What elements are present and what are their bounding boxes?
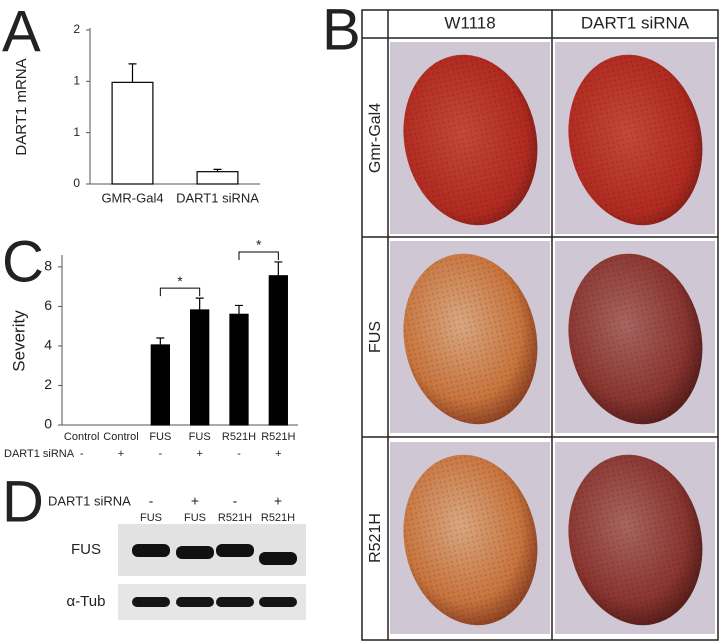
row-value: - bbox=[80, 448, 84, 460]
y-tick-label: 4 bbox=[44, 337, 52, 353]
row-value: + bbox=[196, 448, 202, 460]
significance-bracket bbox=[159, 287, 201, 297]
row-value: - bbox=[237, 448, 241, 460]
x-tick-label: DART1 siRNA bbox=[176, 190, 259, 205]
eye-facets bbox=[403, 54, 538, 226]
error-bar bbox=[128, 63, 137, 83]
blot-row-label: α-Tub bbox=[67, 593, 106, 610]
y-tick-label: 2 bbox=[73, 22, 80, 36]
y-tick-label: 0 bbox=[44, 416, 52, 432]
row-label: DART1 siRNA bbox=[4, 448, 75, 460]
blot-band bbox=[176, 597, 214, 607]
blot-sign: + bbox=[191, 493, 199, 509]
bar bbox=[150, 344, 170, 426]
blot-band bbox=[259, 552, 297, 565]
row-header: Gmr-Gal4 bbox=[367, 103, 384, 173]
column-header: W1118 bbox=[444, 13, 495, 32]
y-tick-label: 2 bbox=[44, 376, 52, 392]
panel-letter: A bbox=[2, 0, 41, 64]
error-bar bbox=[235, 304, 243, 315]
error-bar bbox=[213, 168, 222, 172]
bar bbox=[268, 275, 288, 426]
x-tick-label: FUS bbox=[149, 431, 171, 443]
blot-row-label: FUS bbox=[71, 541, 101, 558]
error-bar bbox=[156, 337, 165, 345]
y-tick-label: 1 bbox=[73, 125, 80, 139]
y-tick-label: 8 bbox=[44, 258, 52, 274]
blot-band bbox=[216, 597, 254, 607]
row-header: R521H bbox=[367, 513, 384, 563]
blot-sign: + bbox=[274, 493, 282, 509]
y-tick-label: 0 bbox=[73, 176, 80, 190]
eye-facets bbox=[403, 454, 538, 626]
bar bbox=[196, 171, 239, 185]
row-value: + bbox=[118, 448, 124, 460]
significance-label: * bbox=[256, 237, 262, 253]
eye-grid bbox=[361, 9, 719, 641]
blot-lane-label: R521H bbox=[218, 512, 252, 524]
panel-letter: D bbox=[2, 469, 44, 534]
bar bbox=[111, 81, 154, 185]
y-axis-label: DART1 mRNA bbox=[13, 58, 30, 155]
eye-facets bbox=[568, 454, 703, 626]
y-tick-label: 1 bbox=[73, 74, 80, 88]
blot-band bbox=[259, 597, 297, 607]
y-axis-label: Severity bbox=[9, 310, 28, 372]
eye-facets bbox=[403, 253, 538, 425]
bar bbox=[229, 313, 249, 426]
eye-facets bbox=[568, 253, 703, 425]
blot-band bbox=[216, 544, 254, 557]
significance-bracket bbox=[238, 251, 279, 260]
x-tick-label: R521H bbox=[261, 431, 295, 443]
row-value: - bbox=[158, 448, 162, 460]
x-tick-label: FUS bbox=[189, 431, 211, 443]
blot-lane-label: R521H bbox=[261, 512, 295, 524]
blot-lane-label: FUS bbox=[140, 512, 162, 524]
blot-band bbox=[132, 544, 170, 557]
blot-lane-label: FUS bbox=[184, 512, 206, 524]
blot-band bbox=[132, 597, 170, 607]
panel-letter: B bbox=[322, 0, 361, 62]
significance-label: * bbox=[177, 273, 183, 289]
x-tick-label: Control bbox=[103, 431, 138, 443]
blot-treatment: DART1 siRNA bbox=[48, 493, 131, 508]
blot-sign: - bbox=[233, 493, 238, 509]
x-tick-label: Control bbox=[64, 431, 99, 443]
row-value: + bbox=[275, 448, 281, 460]
error-bar bbox=[195, 297, 204, 310]
eye-photos bbox=[390, 42, 715, 634]
error-bar bbox=[274, 261, 283, 276]
column-header: DART1 siRNA bbox=[581, 13, 690, 32]
panel-letter: C bbox=[2, 229, 44, 294]
row-header: FUS bbox=[367, 321, 384, 353]
blot-sign: - bbox=[149, 493, 154, 509]
x-tick-label: GMR-Gal4 bbox=[101, 190, 163, 205]
bar bbox=[190, 309, 210, 426]
eye-facets bbox=[568, 54, 703, 226]
x-tick-label: R521H bbox=[222, 431, 256, 443]
blot-band bbox=[176, 546, 214, 559]
y-tick-label: 6 bbox=[44, 297, 52, 313]
